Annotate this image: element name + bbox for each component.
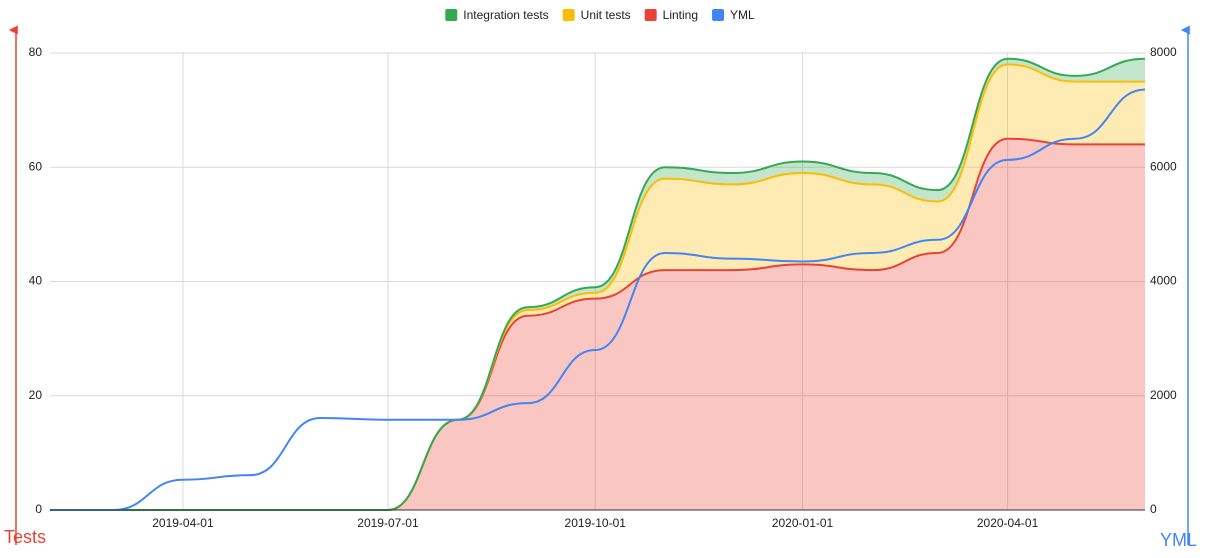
y2-tick-label: 2000 bbox=[1150, 388, 1177, 402]
x-tick-label: 2019-10-01 bbox=[565, 516, 627, 530]
y-tick-label: 0 bbox=[35, 502, 42, 516]
legend-label: Linting bbox=[663, 8, 698, 22]
x-tick-label: 2020-04-01 bbox=[977, 516, 1039, 530]
y-tick-label: 20 bbox=[29, 388, 43, 402]
legend: Integration tests Unit tests Linting YML bbox=[445, 8, 755, 22]
x-tick-label: 2019-04-01 bbox=[152, 516, 214, 530]
x-tick-label: 2019-07-01 bbox=[357, 516, 419, 530]
line bbox=[50, 88, 1146, 511]
x-tick-label: 2020-01-01 bbox=[772, 516, 834, 530]
y2-tick-label: 6000 bbox=[1150, 159, 1177, 173]
y-tick-label: 40 bbox=[29, 274, 43, 288]
y-axis-title: Tests bbox=[4, 527, 46, 547]
area bbox=[50, 64, 1145, 510]
legend-label: Unit tests bbox=[581, 8, 631, 22]
area bbox=[50, 138, 1145, 510]
y-tick-label: 60 bbox=[29, 159, 43, 173]
legend-label: YML bbox=[730, 8, 755, 22]
legend-swatch bbox=[712, 9, 725, 21]
y-tick-label: 80 bbox=[29, 45, 43, 59]
y2-axis-title: YML bbox=[1160, 530, 1197, 550]
legend-label: Integration tests bbox=[463, 8, 548, 22]
y2-tick-label: 4000 bbox=[1150, 274, 1177, 288]
y2-tick-label: 8000 bbox=[1150, 45, 1177, 59]
legend-swatch bbox=[644, 9, 657, 21]
legend-swatch bbox=[562, 9, 575, 21]
legend-swatch bbox=[445, 9, 458, 21]
y2-tick-label: 0 bbox=[1150, 502, 1157, 516]
